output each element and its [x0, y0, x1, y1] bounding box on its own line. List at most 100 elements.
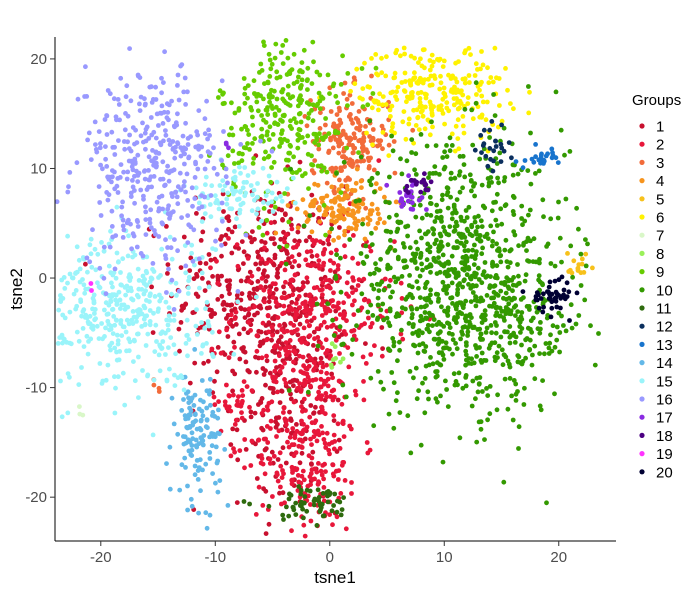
point-group-1 — [278, 236, 284, 242]
point-group-11 — [315, 487, 321, 493]
point-group-6 — [442, 94, 448, 99]
point-group-10 — [390, 148, 396, 154]
point-group-2 — [241, 379, 247, 384]
point-group-10 — [442, 284, 448, 289]
point-group-14 — [181, 397, 186, 402]
point-group-9 — [295, 137, 301, 143]
legend-swatch-9 — [639, 269, 645, 275]
point-group-1 — [265, 274, 270, 279]
point-group-10 — [387, 200, 392, 206]
point-group-15 — [154, 339, 159, 344]
point-group-16 — [179, 215, 185, 221]
point-group-15 — [124, 348, 129, 354]
point-group-16 — [235, 289, 241, 294]
point-group-16 — [223, 174, 229, 180]
point-group-10 — [404, 158, 410, 164]
point-group-1 — [263, 382, 268, 388]
point-group-2 — [351, 333, 357, 339]
point-group-15 — [62, 286, 68, 291]
point-group-10 — [473, 80, 479, 86]
point-group-14 — [195, 477, 201, 482]
point-group-20 — [546, 284, 552, 290]
point-group-10 — [449, 216, 455, 222]
point-group-2 — [335, 266, 341, 272]
point-group-14 — [195, 468, 201, 473]
point-group-2 — [249, 388, 255, 393]
point-group-10 — [453, 317, 458, 323]
point-group-3 — [357, 137, 363, 143]
point-group-10 — [417, 318, 423, 324]
point-group-1 — [281, 290, 287, 296]
point-group-5 — [566, 269, 572, 274]
point-group-2 — [349, 480, 354, 485]
point-group-1 — [178, 265, 184, 270]
point-group-1 — [234, 293, 240, 298]
point-group-2 — [350, 275, 356, 280]
point-group-10 — [359, 291, 365, 297]
point-group-15 — [89, 325, 94, 331]
point-group-6 — [401, 109, 407, 114]
point-group-1 — [241, 345, 246, 350]
point-group-16 — [148, 174, 154, 180]
point-group-14 — [189, 443, 195, 448]
point-group-6 — [362, 60, 367, 66]
point-group-2 — [345, 270, 351, 275]
point-group-16 — [84, 255, 90, 261]
point-group-9 — [344, 145, 349, 151]
point-group-2 — [320, 280, 326, 286]
point-group-10 — [341, 159, 347, 165]
point-group-10 — [423, 231, 429, 237]
point-group-6 — [370, 142, 375, 148]
point-group-10 — [418, 250, 424, 256]
point-group-15 — [200, 343, 206, 349]
point-group-1 — [215, 345, 221, 350]
point-group-14 — [185, 483, 190, 489]
point-group-1 — [83, 261, 88, 267]
point-group-9 — [266, 153, 272, 159]
point-group-3 — [342, 132, 348, 138]
point-group-2 — [350, 290, 355, 295]
point-group-10 — [405, 223, 411, 229]
point-group-10 — [541, 214, 546, 220]
point-group-15 — [251, 187, 257, 193]
point-group-2 — [368, 324, 373, 330]
point-group-6 — [371, 98, 377, 104]
point-group-12 — [499, 122, 504, 128]
point-group-1 — [264, 358, 270, 364]
point-group-10 — [448, 176, 454, 182]
point-group-18 — [404, 183, 410, 189]
point-group-15 — [278, 194, 283, 199]
point-group-16 — [225, 180, 230, 186]
point-group-15 — [80, 326, 86, 331]
point-group-16 — [182, 75, 188, 81]
point-group-1 — [278, 334, 284, 340]
point-group-9 — [272, 120, 278, 126]
point-group-2 — [277, 369, 283, 374]
point-group-15 — [73, 288, 79, 293]
point-group-2 — [355, 283, 361, 288]
point-group-10 — [568, 243, 574, 249]
point-group-2 — [267, 461, 273, 466]
point-group-15 — [118, 270, 123, 275]
point-group-4 — [353, 226, 359, 232]
legend-swatch-4 — [639, 178, 645, 184]
point-group-11 — [297, 503, 303, 508]
point-group-15 — [193, 185, 199, 191]
point-group-2 — [303, 408, 308, 413]
point-group-11 — [241, 499, 247, 504]
point-group-1 — [187, 380, 193, 386]
point-group-10 — [430, 323, 435, 328]
point-group-1 — [198, 238, 204, 243]
point-group-3 — [351, 150, 356, 156]
point-group-15 — [114, 357, 120, 363]
point-group-4 — [373, 181, 379, 187]
legend-swatch-3 — [639, 159, 645, 165]
point-group-10 — [471, 360, 477, 366]
point-group-10 — [368, 182, 374, 188]
point-group-10 — [398, 220, 404, 225]
point-group-16 — [138, 133, 144, 139]
point-group-2 — [316, 258, 322, 263]
point-group-1 — [263, 531, 269, 536]
point-group-10 — [479, 182, 485, 188]
point-group-14 — [207, 376, 213, 382]
